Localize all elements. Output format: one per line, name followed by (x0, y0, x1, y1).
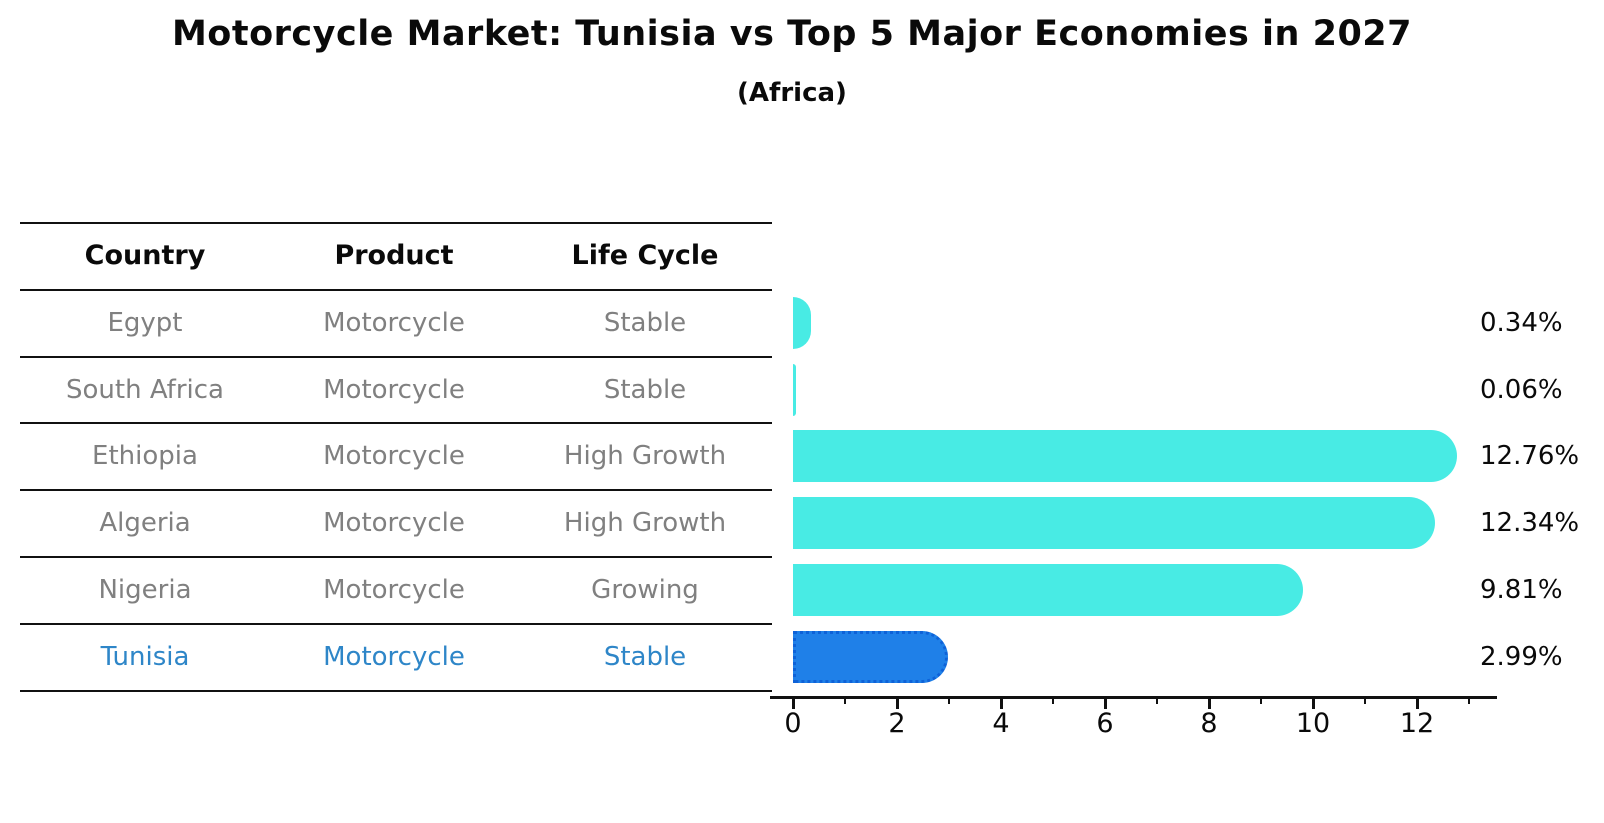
table-line (20, 556, 772, 558)
column-header-product: Product (334, 240, 454, 271)
x-axis-tick-label: 12 (1399, 708, 1435, 739)
product-label: Motorcycle (323, 507, 465, 538)
x-axis-minor-tick (1156, 696, 1158, 704)
bar-nigeria (793, 563, 1304, 616)
x-axis-tick-label: 4 (992, 708, 1010, 739)
product-label: Motorcycle (323, 440, 465, 471)
x-axis-minor-tick (948, 696, 950, 704)
table-row-south-africa: South Africa Motorcycle Stable (20, 356, 772, 423)
table-row-algeria: Algeria Motorcycle High Growth (20, 489, 772, 556)
column-header-lifecycle: Life Cycle (571, 240, 719, 271)
x-axis-minor-tick (1052, 696, 1054, 704)
x-axis-major-tick (792, 696, 795, 709)
table-line (20, 422, 772, 424)
product-label: Motorcycle (323, 641, 465, 672)
bar-south-africa (793, 363, 797, 416)
table-row-ethiopia: Ethiopia Motorcycle High Growth (20, 422, 772, 489)
country-label: Egypt (107, 307, 183, 338)
chart-subtitle: (Africa) (737, 78, 847, 108)
x-axis-major-tick (1312, 696, 1315, 709)
life-cycle-label: Stable (603, 641, 687, 672)
table-line (20, 222, 772, 224)
life-cycle-label: Stable (603, 374, 687, 405)
country-label: Tunisia (100, 641, 190, 672)
bar-row (793, 422, 1457, 489)
x-axis-tick-label: 2 (888, 708, 906, 739)
bar-egypt (793, 296, 811, 349)
bar-row (793, 623, 949, 690)
table-row-nigeria: Nigeria Motorcycle Growing (20, 556, 772, 623)
table-line (20, 489, 772, 491)
value-label-algeria: 12.34% (1480, 507, 1580, 538)
x-axis-minor-tick (844, 696, 846, 704)
x-axis-major-tick (1000, 696, 1003, 709)
bar-row (793, 289, 811, 356)
product-label: Motorcycle (323, 374, 465, 405)
bar-row (793, 489, 1435, 556)
column-header-country: Country (84, 240, 206, 271)
value-label-egypt: 0.34% (1480, 307, 1563, 338)
table-line (20, 690, 772, 692)
bar-tunisia-highlighted (793, 630, 949, 683)
bar-row (793, 356, 797, 423)
x-axis-minor-tick (1260, 696, 1262, 704)
life-cycle-label: High Growth (563, 440, 727, 471)
x-axis-major-tick (896, 696, 899, 709)
x-axis-major-tick (1104, 696, 1107, 709)
country-label: Nigeria (98, 574, 192, 605)
bar-row (793, 556, 1304, 623)
x-axis-line (770, 696, 1497, 699)
table-header-row: Country Product Life Cycle (20, 222, 772, 289)
product-label: Motorcycle (323, 574, 465, 605)
x-axis-major-tick (1208, 696, 1211, 709)
x-axis-minor-tick (1468, 696, 1470, 704)
life-cycle-label: Growing (591, 574, 699, 605)
country-label: South Africa (66, 374, 224, 405)
value-label-south-africa: 0.06% (1480, 374, 1563, 405)
x-axis-major-tick (1416, 696, 1419, 709)
value-label-tunisia: 2.99% (1480, 641, 1563, 672)
x-axis-tick-label: 10 (1295, 708, 1331, 739)
life-cycle-label: High Growth (563, 507, 727, 538)
x-axis-tick-label: 8 (1200, 708, 1218, 739)
bar-ethiopia (793, 429, 1457, 482)
chart-title: Motorcycle Market: Tunisia vs Top 5 Majo… (171, 14, 1413, 54)
table-line (20, 623, 772, 625)
x-axis-tick-label: 0 (784, 708, 802, 739)
table-row-tunisia: Tunisia Motorcycle Stable (20, 623, 772, 690)
country-label: Algeria (99, 507, 191, 538)
bar-algeria (793, 496, 1435, 549)
table-row-egypt: Egypt Motorcycle Stable (20, 289, 772, 356)
product-label: Motorcycle (323, 307, 465, 338)
x-axis-minor-tick (1364, 696, 1366, 704)
value-label-ethiopia: 12.76% (1480, 440, 1580, 471)
table-line (20, 356, 772, 358)
country-label: Ethiopia (92, 440, 198, 471)
x-axis-tick-label: 6 (1096, 708, 1114, 739)
table-line (20, 289, 772, 291)
value-label-nigeria: 9.81% (1480, 574, 1563, 605)
life-cycle-label: Stable (603, 307, 687, 338)
